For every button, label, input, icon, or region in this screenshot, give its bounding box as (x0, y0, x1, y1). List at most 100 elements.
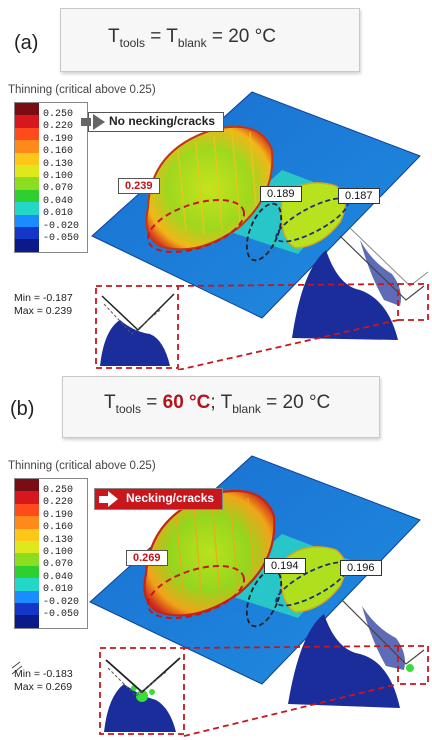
temp-subscript: tools (119, 35, 145, 50)
wedge-lines-b (341, 599, 425, 665)
min-label-b: Min = -0.183 (14, 668, 73, 680)
legend-row: 0.190 (15, 503, 87, 521)
color-legend-a: 0.250 0.220 0.190 0.160 0.130 0.100 0.070 0.040… (14, 102, 88, 253)
legend-swatch (15, 565, 39, 579)
legend-row: 0.070 (15, 177, 87, 194)
temperature-text-b: Ttools = 60 °C; Tblank = 20 °C (104, 392, 330, 416)
panel-a: (a) Ttools = Tblank = 20 °C Thinning (cr… (8, 8, 429, 370)
legend-value: 0.250 (43, 485, 74, 496)
zoom-source-box-a (397, 283, 429, 321)
color-legend-b: 0.250 0.220 0.190 0.160 0.130 0.100 0.070 0.040… (14, 478, 88, 629)
temp-part: T (108, 26, 120, 47)
legend-swatch (15, 103, 39, 116)
legend-value: -0.050 (43, 232, 80, 244)
legend-row: 0.130 (15, 528, 87, 546)
legend-value: 0.130 (43, 158, 74, 170)
legend-row: 0.100 (15, 164, 87, 182)
legend-swatch (15, 226, 39, 240)
legend-row: 0.040 (15, 565, 87, 583)
temp-part: ; T (210, 392, 233, 413)
temp-subscript: blank (177, 35, 207, 50)
wedge-lines-a (339, 235, 425, 301)
legend-swatch (15, 540, 39, 554)
left-dome-a (145, 125, 274, 251)
min-label-a: Min = -0.187 (14, 292, 73, 304)
value-right-b: 0.196 (340, 560, 382, 576)
value-left-a: 0.239 (118, 178, 160, 194)
max-label-b: Max = 0.269 (14, 681, 73, 693)
legend-row: 0.250 (15, 103, 87, 120)
legend-swatch (15, 615, 39, 628)
callout-text-b: Necking/cracks (126, 491, 215, 506)
temperature-box-a (60, 8, 360, 72)
legend-swatch (15, 189, 39, 203)
legend-value: 0.130 (43, 534, 74, 546)
legend-row (15, 239, 87, 252)
legend-value: 0.250 (43, 109, 74, 120)
legend-value: 0.220 (43, 497, 74, 509)
legend-value: -0.020 (43, 220, 80, 232)
legend-swatch (15, 590, 39, 603)
legend-swatch (15, 239, 39, 252)
legend-value: 0.160 (43, 522, 74, 534)
legend-value: 0.100 (43, 546, 74, 558)
temp-subscript: blank (232, 401, 261, 416)
panel-a-label: (a) (14, 32, 39, 54)
legend-swatch (15, 578, 39, 591)
legend-row: 0.040 (15, 189, 87, 207)
panel-b-label: (b) (10, 398, 35, 420)
arrow-right-icon (99, 495, 108, 503)
legend-swatch (15, 140, 39, 153)
temperature-box-b (62, 376, 380, 438)
splash-a (292, 240, 401, 340)
legend-row: 0.220 (15, 115, 87, 132)
legend-value: 0.070 (43, 559, 74, 571)
legend-value: -0.050 (43, 608, 80, 620)
legend-swatch (15, 479, 39, 492)
temp-part: 60 °C (162, 392, 211, 413)
legend-row: 0.160 (15, 140, 87, 157)
legend-swatch (15, 516, 39, 529)
legend-swatch (15, 202, 39, 215)
legend-row: 0.070 (15, 553, 87, 570)
legend-title-a: Thinning (critical above 0.25) (8, 84, 156, 96)
value-right-a: 0.187 (338, 188, 380, 204)
legend-swatch (15, 528, 39, 541)
legend-row: 0.160 (15, 516, 87, 533)
legend-row: -0.050 (15, 226, 87, 244)
temp-subscript: tools (115, 401, 141, 416)
critical-zone-b (146, 564, 246, 620)
legend-swatch (15, 127, 39, 141)
legend-swatch (15, 553, 39, 566)
legend-row: 0.010 (15, 578, 87, 595)
legend-row: -0.050 (15, 602, 87, 620)
panel-b-graphics (11, 389, 429, 737)
splash-b (288, 606, 405, 708)
legend-row: 0.250 (15, 479, 87, 496)
legend-swatch (15, 177, 39, 190)
value-mid-b: 0.194 (264, 558, 306, 574)
legend-swatch (15, 164, 39, 178)
temperature-text-a: Ttools = Tblank = 20 °C (108, 26, 276, 50)
temp-part: T (104, 392, 116, 413)
critical-zone-a (146, 198, 246, 254)
legend-title-b: Thinning (critical above 0.25) (8, 460, 156, 472)
legend-row: 0.130 (15, 152, 87, 170)
value-mid-a: 0.189 (260, 186, 302, 202)
legend-swatch (15, 214, 39, 227)
legend-row: 0.010 (15, 202, 87, 219)
legend-row: -0.020 (15, 214, 87, 232)
legend-row: 0.220 (15, 491, 87, 508)
zoom-source-box-b (397, 645, 429, 685)
legend-row: -0.020 (15, 590, 87, 608)
legend-value: 0.010 (43, 584, 74, 596)
no-necking-callout: No necking/cracks (81, 112, 225, 132)
legend-swatch (15, 115, 39, 128)
legend-value: 0.040 (43, 571, 74, 583)
legend-swatch (15, 152, 39, 165)
legend-value: 0.220 (43, 121, 74, 133)
legend-value: 0.190 (43, 509, 74, 521)
legend-row: 0.190 (15, 127, 87, 145)
left-dome-b (143, 489, 276, 617)
temp-part: = 20 °C (260, 392, 331, 413)
